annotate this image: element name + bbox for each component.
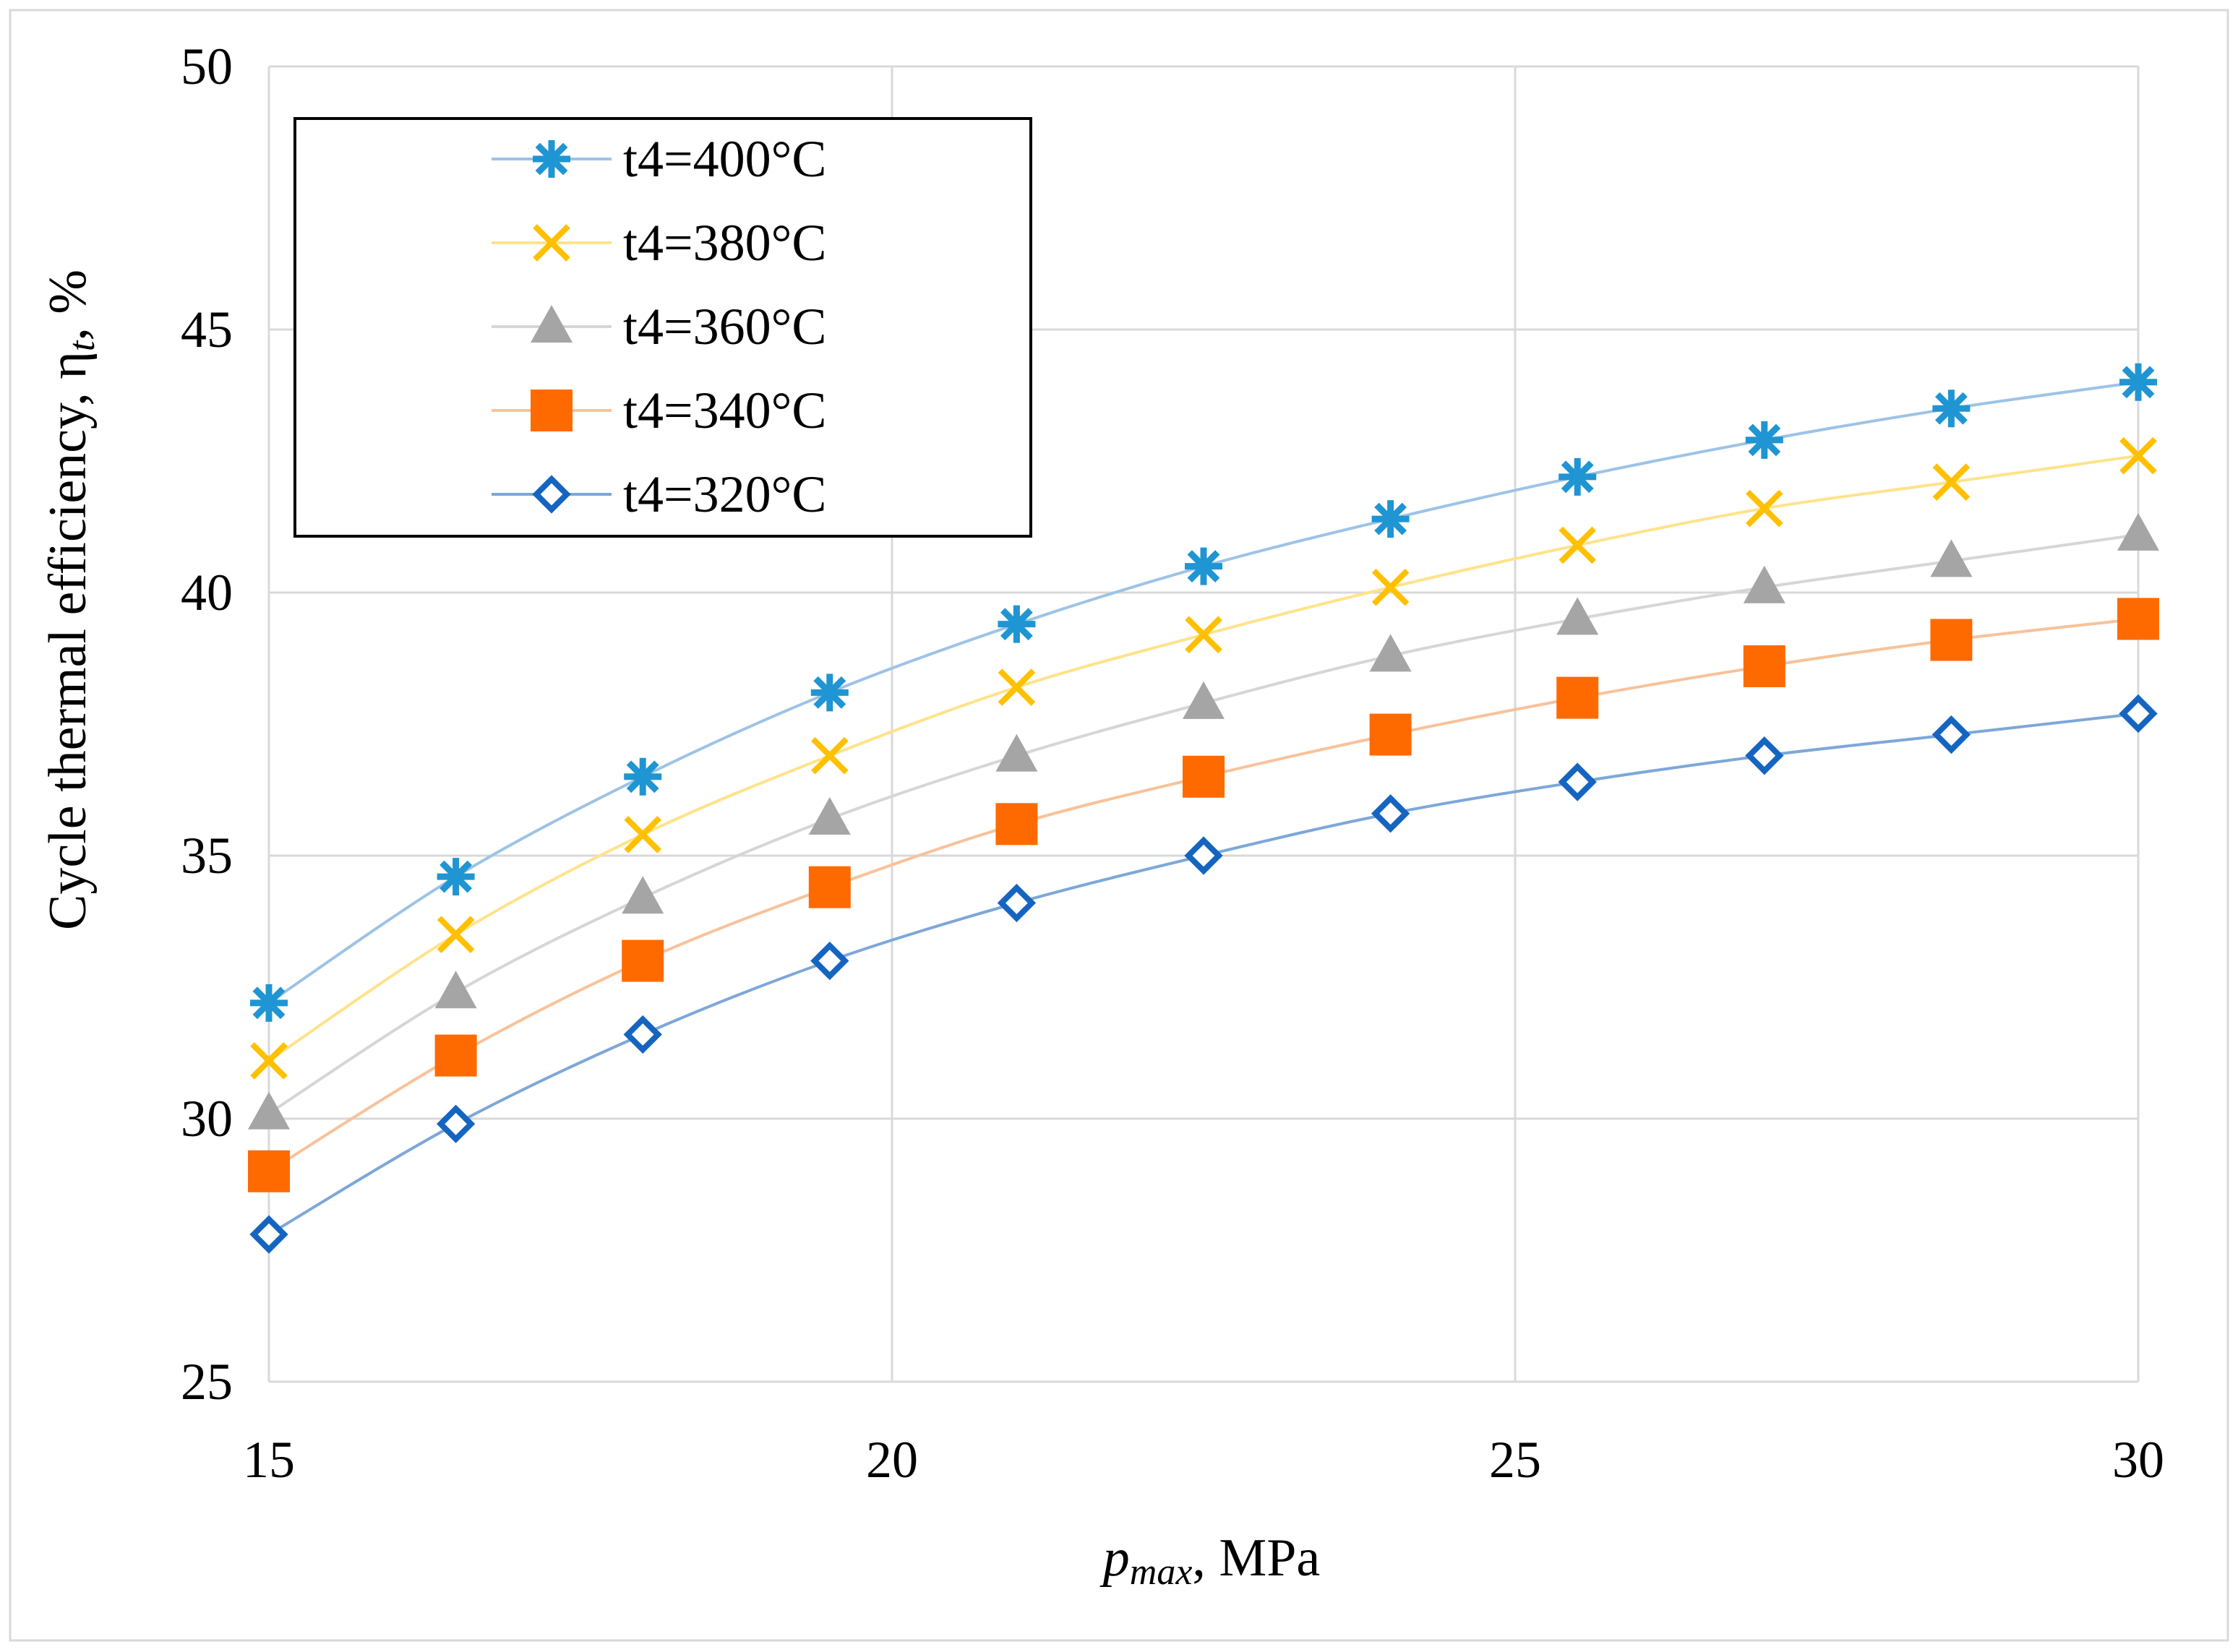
data-point — [1183, 681, 1225, 719]
data-point — [1185, 547, 1222, 585]
data-point — [808, 866, 851, 908]
data-point — [1371, 500, 1410, 538]
y-tick-label: 45 — [181, 301, 233, 358]
legend-item-3: t4=340°C — [492, 382, 826, 439]
data-point — [1932, 463, 1971, 501]
series-2 — [248, 512, 2159, 1130]
data-point — [249, 1215, 288, 1254]
data-point — [1184, 836, 1223, 875]
legend-label: t4=400°C — [623, 130, 826, 188]
data-point — [434, 1034, 477, 1077]
data-point — [1183, 755, 1225, 798]
data-point — [436, 1104, 476, 1143]
data-point — [437, 858, 475, 896]
data-point — [1369, 634, 1412, 672]
legend-label: t4=380°C — [623, 214, 826, 272]
data-point — [810, 941, 849, 981]
data-point — [995, 733, 1038, 772]
series-3 — [248, 598, 2159, 1192]
x-tick-label: 25 — [1489, 1431, 1541, 1489]
y-tick-label: 30 — [181, 1090, 233, 1148]
legend-marker — [531, 390, 573, 431]
y-axis-ticks: 25 30 35 40 45 50 — [181, 38, 233, 1411]
data-point — [250, 1042, 288, 1080]
data-point — [623, 1015, 662, 1054]
data-point — [437, 916, 475, 954]
series-1 — [250, 436, 2157, 1080]
data-point — [1559, 457, 1597, 496]
series-0 — [250, 363, 2157, 1022]
data-point — [2117, 598, 2159, 640]
data-point — [1371, 568, 1410, 606]
y-tick-label: 50 — [181, 38, 233, 95]
data-point — [1559, 526, 1597, 564]
data-point — [1745, 489, 1783, 528]
data-point — [1932, 390, 1971, 428]
data-point — [1743, 565, 1785, 603]
data-point — [1932, 715, 1971, 754]
legend-item-1: t4=380°C — [492, 214, 826, 272]
data-point — [998, 668, 1036, 706]
data-point — [1556, 676, 1599, 719]
data-point — [2117, 512, 2159, 551]
data-point — [995, 803, 1038, 846]
x-tick-label: 20 — [866, 1431, 918, 1489]
data-point — [998, 605, 1036, 643]
x-tick-label: 15 — [243, 1431, 295, 1489]
series-4 — [249, 694, 2158, 1254]
data-point — [624, 757, 662, 796]
data-point — [1930, 539, 1973, 577]
data-point — [1556, 597, 1599, 635]
legend: t4=400°C t4=380°C t4=360°C t4=340°C t4=320°C — [293, 117, 1032, 538]
data-point — [2119, 363, 2157, 401]
data-point — [624, 816, 662, 853]
legend-label: t4=320°C — [623, 465, 826, 523]
y-tick-label: 35 — [181, 827, 233, 885]
data-point — [1930, 619, 1973, 661]
legend-box — [293, 117, 1032, 538]
data-point — [2119, 694, 2158, 733]
data-point — [1369, 713, 1412, 756]
legend-item-0: t4=400°C — [492, 130, 826, 188]
data-point — [1745, 421, 1783, 459]
data-point — [1185, 616, 1222, 654]
data-point — [248, 1091, 290, 1130]
data-point — [250, 984, 288, 1022]
data-point — [622, 939, 664, 982]
data-point — [810, 736, 849, 775]
data-point — [2119, 436, 2157, 475]
data-point — [434, 971, 477, 1009]
data-point — [1745, 736, 1784, 775]
x-axis-title: pmax, MPa — [1099, 1528, 1320, 1593]
legend-label: t4=340°C — [623, 382, 826, 439]
data-point — [808, 797, 851, 835]
y-axis-title: Cycle thermal efficiency, ηt, % — [38, 270, 103, 930]
y-tick-label: 40 — [181, 564, 233, 621]
x-tick-label: 30 — [2112, 1431, 2164, 1489]
data-point — [248, 1150, 290, 1192]
x-axis-ticks: 15 20 25 30 — [243, 1431, 2164, 1489]
data-point — [1743, 645, 1785, 687]
legend-marker — [533, 140, 570, 178]
legend-item-4: t4=320°C — [492, 465, 826, 523]
data-point — [810, 674, 849, 712]
y-tick-label: 25 — [181, 1353, 233, 1411]
legend-marker — [531, 305, 573, 343]
data-point — [1558, 762, 1597, 801]
legend-label: t4=360°C — [623, 298, 826, 356]
legend-marker — [532, 475, 571, 514]
series-layer — [248, 363, 2159, 1254]
legend-marker — [533, 224, 570, 262]
data-point — [997, 883, 1037, 923]
legend-item-2: t4=360°C — [492, 298, 826, 356]
data-point — [1371, 794, 1410, 833]
data-point — [622, 876, 664, 914]
